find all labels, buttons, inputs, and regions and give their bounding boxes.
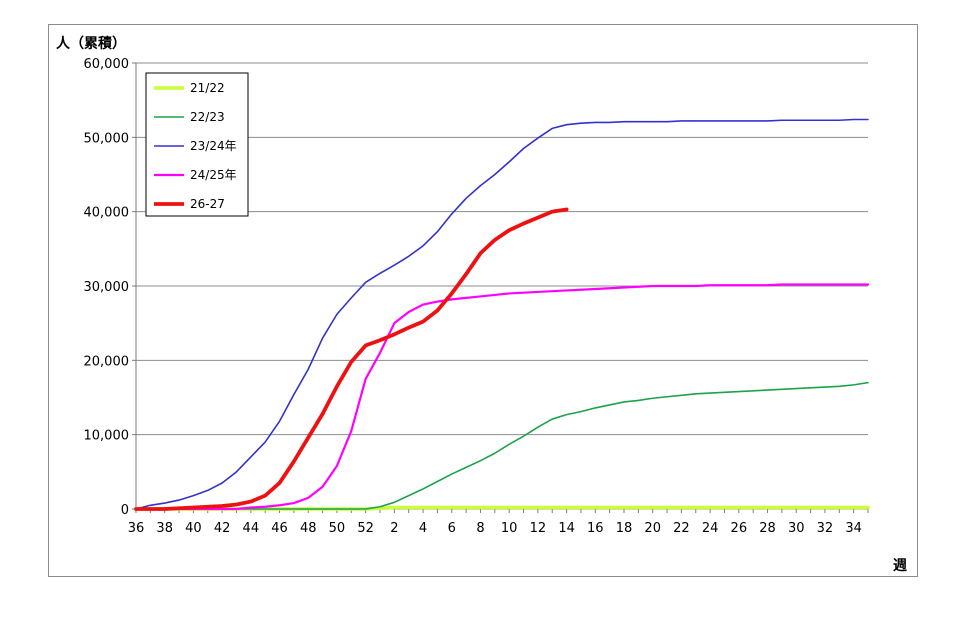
x-tick-label: 40 bbox=[185, 521, 202, 536]
x-tick-label: 14 bbox=[558, 521, 575, 536]
y-tick-label: 50,000 bbox=[84, 131, 130, 146]
x-tick-label: 50 bbox=[329, 521, 346, 536]
series-line-1 bbox=[135, 381, 869, 510]
x-tick-label: 48 bbox=[300, 521, 317, 536]
y-tick-label: 0 bbox=[121, 503, 129, 518]
x-tick-label: 34 bbox=[845, 521, 862, 536]
x-tick-label: 46 bbox=[271, 521, 288, 536]
series-lines bbox=[134, 118, 870, 511]
x-tick-label: 30 bbox=[788, 521, 805, 536]
x-tick-label: 18 bbox=[616, 521, 633, 536]
series-line-3 bbox=[134, 283, 870, 511]
x-tick-label: 20 bbox=[644, 521, 661, 536]
x-tick-label: 16 bbox=[587, 521, 604, 536]
x-tick-label: 42 bbox=[214, 521, 231, 536]
y-tick-label: 60,000 bbox=[84, 57, 130, 72]
x-tick-label: 12 bbox=[530, 521, 547, 536]
legend: 21/22 22/23 23/24年 24/25年 26-27 bbox=[145, 72, 249, 217]
x-tick-label: 10 bbox=[501, 521, 518, 536]
x-tick-label: 44 bbox=[243, 521, 260, 536]
x-tick-label: 38 bbox=[156, 521, 173, 536]
x-axis-title: 週 bbox=[893, 558, 907, 574]
y-tick-label: 20,000 bbox=[84, 354, 130, 369]
series-line-2 bbox=[135, 118, 869, 510]
legend-box bbox=[145, 72, 249, 217]
legend-label-2: 23/24年 bbox=[190, 139, 237, 153]
y-tick-labels: 0 10,000 20,000 30,000 40,000 50,000 60,000 bbox=[84, 57, 130, 518]
x-tick-label: 4 bbox=[419, 521, 427, 536]
x-tick-label: 6 bbox=[448, 521, 456, 536]
y-tick-label: 40,000 bbox=[84, 206, 130, 221]
x-tick-label: 52 bbox=[357, 521, 374, 536]
legend-label-3: 24/25年 bbox=[190, 168, 237, 182]
x-tick-label: 28 bbox=[759, 521, 776, 536]
y-axis-title: 人（累積） bbox=[56, 35, 126, 52]
x-tick-labels: 36 38 40 42 44 46 48 50 52 2 4 6 8 10 12 14 16 18 20 22 24 26… bbox=[128, 521, 862, 536]
series-line-4 bbox=[134, 207, 569, 511]
x-tick-label: 8 bbox=[476, 521, 484, 536]
legend-label-4: 26-27 bbox=[190, 197, 225, 211]
x-tick-label: 2 bbox=[390, 521, 398, 536]
x-tick-label: 36 bbox=[128, 521, 145, 536]
x-tick-label: 32 bbox=[817, 521, 834, 536]
y-tick-label: 10,000 bbox=[84, 429, 130, 444]
legend-label-0: 21/22 bbox=[190, 81, 225, 95]
y-tick-label: 30,000 bbox=[84, 280, 130, 295]
x-tick-label: 26 bbox=[731, 521, 748, 536]
x-tick-label: 22 bbox=[673, 521, 690, 536]
x-tick-label: 24 bbox=[702, 521, 719, 536]
legend-label-1: 22/23 bbox=[190, 110, 225, 124]
